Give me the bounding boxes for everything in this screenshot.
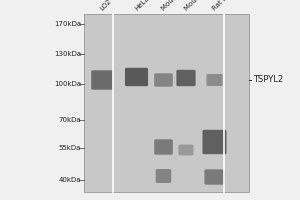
FancyBboxPatch shape (91, 70, 113, 90)
Text: Rat brain: Rat brain (212, 0, 238, 12)
Text: TSPYL2: TSPYL2 (254, 75, 284, 84)
Text: 100kDa: 100kDa (54, 81, 81, 87)
FancyBboxPatch shape (178, 145, 194, 155)
FancyBboxPatch shape (206, 74, 223, 86)
Bar (84, 14, 249, 192)
FancyBboxPatch shape (156, 169, 171, 183)
FancyBboxPatch shape (154, 73, 173, 87)
Text: 70kDa: 70kDa (58, 117, 81, 123)
Text: 40kDa: 40kDa (58, 177, 81, 183)
Text: 170kDa: 170kDa (54, 21, 81, 27)
FancyBboxPatch shape (176, 70, 196, 86)
Text: 130kDa: 130kDa (54, 51, 81, 57)
Text: Mouse testis: Mouse testis (183, 0, 218, 12)
FancyBboxPatch shape (125, 68, 148, 86)
FancyBboxPatch shape (202, 130, 226, 154)
Text: 55kDa: 55kDa (58, 145, 81, 151)
Text: LO2: LO2 (99, 0, 113, 12)
FancyBboxPatch shape (205, 169, 224, 185)
Text: Mouse brain: Mouse brain (161, 0, 195, 12)
FancyBboxPatch shape (154, 139, 173, 155)
Text: HeLa: HeLa (134, 0, 151, 12)
